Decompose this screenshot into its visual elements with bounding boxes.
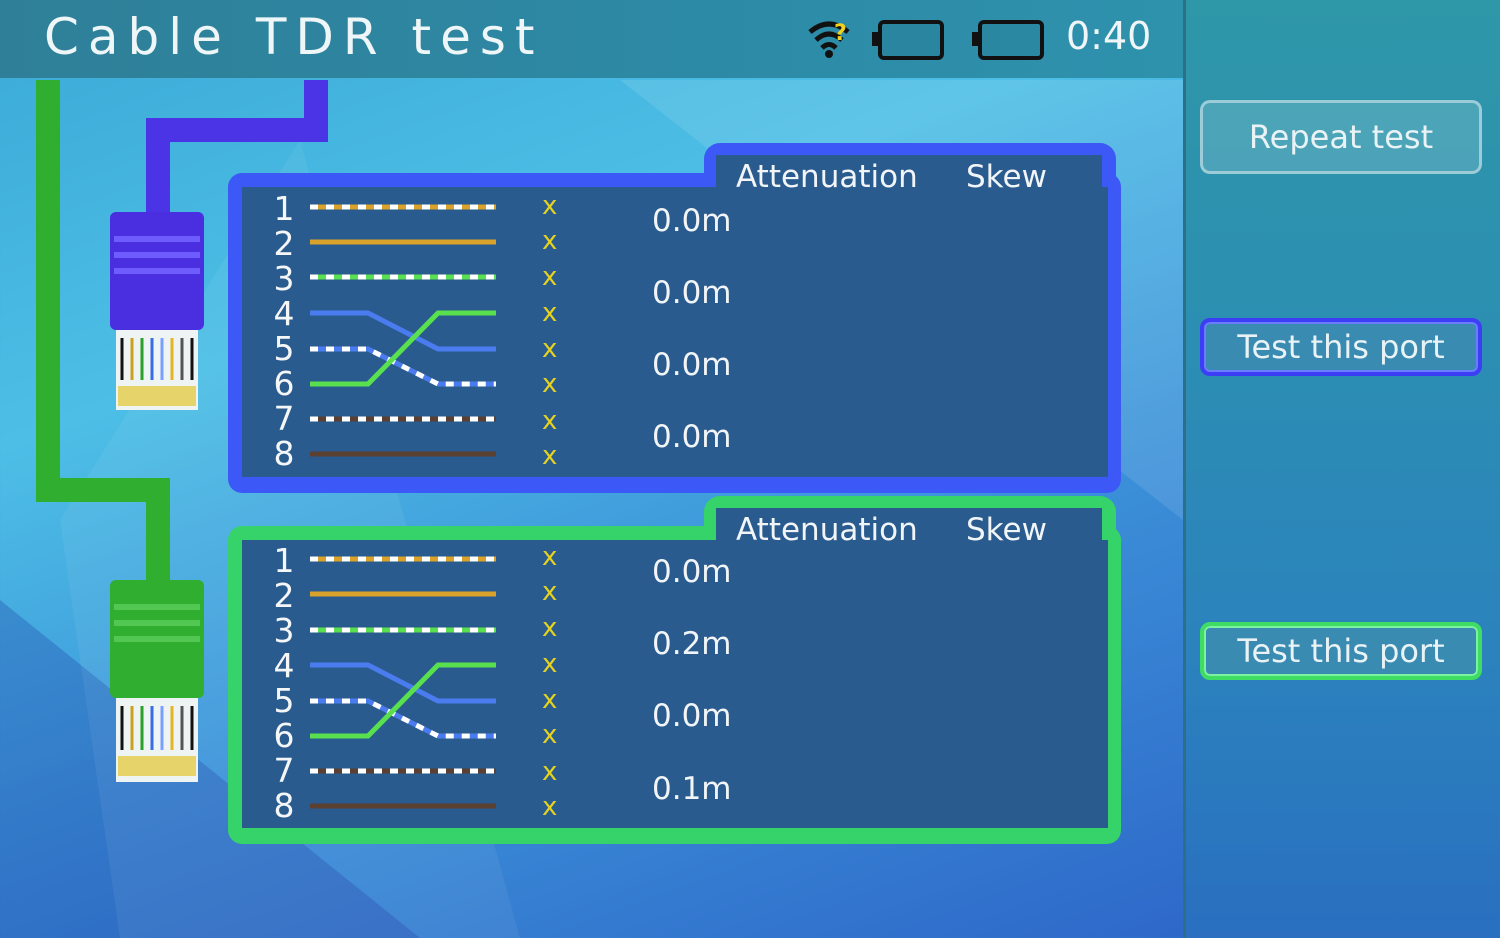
pin-status-mark: x	[542, 441, 558, 471]
repeat-test-button[interactable]: Repeat test	[1200, 100, 1482, 174]
pin-status-mark: x	[542, 649, 558, 679]
rj45-connector-blue	[110, 212, 204, 410]
pin-status-mark: x	[542, 191, 558, 221]
attenuation-value: 0.1m	[652, 771, 732, 807]
pin-status-mark: x	[542, 720, 558, 750]
pin-number: 3	[273, 611, 295, 650]
cable-illustration	[36, 80, 328, 782]
pin-number: 5	[273, 681, 295, 720]
pin-status-mark: x	[542, 792, 558, 822]
pin-number: 6	[273, 716, 295, 755]
attenuation-header: Attenuation	[736, 512, 918, 548]
pin-status-mark: x	[542, 685, 558, 715]
battery-icon	[872, 20, 944, 60]
pin-number: 4	[273, 646, 295, 685]
pin-status-mark: x	[542, 334, 558, 364]
attenuation-value: 0.2m	[652, 626, 732, 662]
pin-number: 8	[273, 786, 295, 825]
skew-header: Skew	[966, 512, 1047, 548]
attenuation-value: 0.0m	[652, 347, 732, 383]
action-sidebar: Repeat test Test this port Test this por…	[1183, 0, 1500, 938]
rj45-connector-green	[110, 580, 204, 782]
attenuation-value: 0.0m	[652, 698, 732, 734]
pin-number: 8	[273, 434, 295, 473]
test-port2-button[interactable]: Test this port	[1200, 622, 1482, 680]
pin-number: 6	[273, 364, 295, 403]
attenuation-value: 0.0m	[652, 419, 732, 455]
pin-number: 1	[273, 189, 295, 228]
attenuation-value: 0.0m	[652, 275, 732, 311]
pin-status-mark: x	[542, 757, 558, 787]
pin-number: 2	[273, 224, 295, 263]
attenuation-value: 0.0m	[652, 203, 732, 239]
pin-status-mark: x	[542, 298, 558, 328]
wire-map-diagram	[310, 204, 496, 457]
port2-results-panel: Attenuation Skew 1 2 3 4 5 6 7 8 x x x x…	[228, 496, 1121, 846]
pin-number: 5	[273, 329, 295, 368]
pin-status-mark: x	[542, 613, 558, 643]
pin-number: 3	[273, 259, 295, 298]
pin-status-mark: x	[542, 369, 558, 399]
pin-number: 2	[273, 576, 295, 615]
pin-status-mark: x	[542, 542, 558, 572]
battery-icon	[972, 20, 1044, 60]
port1-results-panel: Attenuation Skew 1 2 3 4 5 6 7 8 x x x x…	[228, 143, 1121, 493]
pin-status-mark: x	[542, 406, 558, 436]
test-port1-button[interactable]: Test this port	[1200, 318, 1482, 376]
wifi-question-icon: ?	[808, 21, 850, 58]
pin-number: 1	[273, 541, 295, 580]
svg-text:?: ?	[834, 21, 847, 46]
wire-map-diagram	[310, 556, 496, 809]
title-bar: Cable TDR test ? 0:40	[0, 0, 1183, 78]
pin-status-mark: x	[542, 577, 558, 607]
page-title: Cable TDR test	[44, 8, 544, 66]
pin-number: 7	[273, 751, 295, 790]
pin-number: 4	[273, 294, 295, 333]
pin-number: 7	[273, 399, 295, 438]
attenuation-header: Attenuation	[736, 159, 918, 195]
skew-header: Skew	[966, 159, 1047, 195]
attenuation-value: 0.0m	[652, 554, 732, 590]
clock-time: 0:40	[1066, 14, 1152, 58]
pin-status-mark: x	[542, 262, 558, 292]
pin-status-mark: x	[542, 226, 558, 256]
